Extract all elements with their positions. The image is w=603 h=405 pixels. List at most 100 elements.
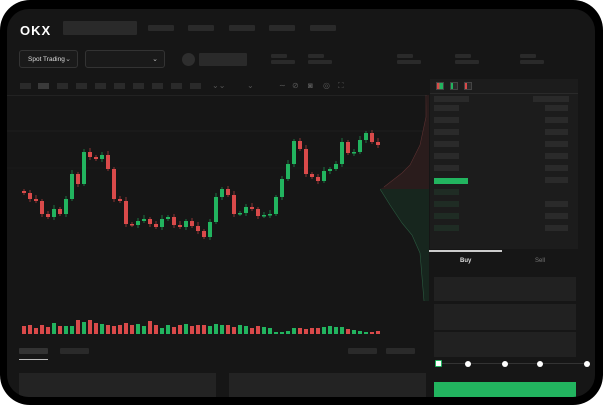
volume-bar bbox=[88, 320, 92, 334]
candle bbox=[100, 155, 104, 159]
buy-button[interactable] bbox=[434, 382, 576, 397]
ask-amount bbox=[545, 105, 568, 111]
nav-item[interactable] bbox=[148, 25, 174, 31]
candle bbox=[274, 197, 278, 214]
volume-bar bbox=[298, 328, 302, 334]
nav-item[interactable] bbox=[229, 25, 255, 31]
timeframe-button[interactable] bbox=[133, 83, 144, 89]
timeframe-button[interactable] bbox=[76, 83, 87, 89]
candle bbox=[340, 142, 344, 164]
orderbook-both-icon[interactable] bbox=[436, 82, 444, 90]
volume-bar bbox=[280, 332, 284, 334]
tab-open-orders[interactable] bbox=[19, 348, 48, 354]
candle bbox=[220, 189, 224, 197]
volume-bar bbox=[208, 326, 212, 334]
fullscreen-icon[interactable]: ⛶ bbox=[338, 81, 344, 90]
volume-bar bbox=[316, 328, 320, 334]
candle bbox=[346, 142, 350, 153]
price-placeholder bbox=[199, 53, 247, 66]
stat-value bbox=[397, 60, 421, 64]
candle bbox=[238, 213, 242, 215]
settings-icon[interactable]: ◎ bbox=[323, 81, 330, 90]
indicator-icon[interactable]: ⌄ bbox=[247, 81, 254, 90]
stat-label bbox=[520, 54, 536, 58]
volume-bar bbox=[292, 328, 296, 334]
ask-price bbox=[434, 117, 459, 123]
bid-amount bbox=[545, 213, 568, 219]
slider-mark-50[interactable] bbox=[502, 361, 508, 367]
candle bbox=[310, 174, 314, 177]
slider-track[interactable] bbox=[438, 363, 588, 364]
volume-bar bbox=[100, 324, 104, 334]
chevron-down-icon: ⌄ bbox=[65, 56, 71, 63]
volume-bar bbox=[358, 331, 362, 334]
draw-icon[interactable]: ⊘ bbox=[292, 81, 299, 90]
candle-type-icon[interactable]: ⌄⌄ bbox=[212, 81, 226, 90]
candle bbox=[94, 157, 98, 159]
app-screen: OKX Spot Trading ⌄ ⌄ ⌄⌄ ⌄ ∼ ⊘ ◙ ◎ ⛶ bbox=[7, 9, 595, 397]
price-input[interactable] bbox=[434, 277, 576, 301]
slider-mark-100[interactable] bbox=[584, 361, 590, 367]
candle bbox=[154, 224, 158, 227]
line-icon[interactable]: ∼ bbox=[279, 81, 286, 90]
orderbook-asks-icon[interactable] bbox=[464, 82, 472, 90]
slider-mark-25[interactable] bbox=[465, 361, 471, 367]
order-book bbox=[430, 79, 578, 249]
slider-mark-75[interactable] bbox=[537, 361, 543, 367]
market-type-dropdown[interactable]: Spot Trading ⌄ bbox=[19, 50, 78, 68]
amount-input[interactable] bbox=[434, 304, 576, 330]
volume-bar bbox=[130, 325, 134, 334]
bid-price bbox=[434, 213, 459, 219]
candle bbox=[178, 225, 182, 227]
buy-tab[interactable]: Buy bbox=[460, 258, 472, 264]
volume-bar bbox=[70, 326, 74, 334]
volume-bar bbox=[238, 325, 242, 334]
nav-item[interactable] bbox=[310, 25, 336, 31]
timeframe-button[interactable] bbox=[20, 83, 31, 89]
candle bbox=[136, 221, 140, 225]
candle bbox=[124, 201, 128, 224]
volume-bar bbox=[250, 328, 254, 334]
candle bbox=[40, 201, 44, 214]
candle bbox=[166, 217, 170, 219]
divider bbox=[7, 95, 428, 96]
sell-tab[interactable]: Sell bbox=[535, 258, 546, 264]
volume-bar bbox=[28, 325, 32, 334]
candle bbox=[112, 169, 116, 199]
volume-bar bbox=[40, 325, 44, 334]
candle bbox=[88, 152, 92, 157]
ask-price bbox=[434, 129, 459, 135]
candle bbox=[58, 209, 62, 214]
orderbook-header bbox=[434, 96, 469, 102]
candlestick-chart[interactable] bbox=[7, 95, 428, 335]
nav-item[interactable] bbox=[269, 25, 295, 31]
candle bbox=[376, 142, 380, 145]
slider-handle[interactable] bbox=[435, 360, 442, 367]
timeframe-button[interactable] bbox=[57, 83, 68, 89]
volume-bar bbox=[304, 329, 308, 334]
tab-order-history[interactable] bbox=[60, 348, 89, 354]
timeframe-button[interactable] bbox=[38, 83, 49, 89]
header-search-placeholder[interactable] bbox=[63, 21, 137, 35]
volume-bar bbox=[136, 324, 140, 334]
camera-icon[interactable]: ◙ bbox=[308, 81, 313, 90]
ask-price bbox=[434, 141, 459, 147]
volume-bar bbox=[322, 327, 326, 334]
stat-label bbox=[308, 54, 324, 58]
candle bbox=[370, 133, 374, 142]
pair-dropdown[interactable]: ⌄ bbox=[85, 50, 165, 68]
nav-item[interactable] bbox=[188, 25, 214, 31]
filter-button[interactable] bbox=[348, 348, 377, 354]
timeframe-button[interactable] bbox=[171, 83, 182, 89]
orderbook-bids-icon[interactable] bbox=[450, 82, 458, 90]
volume-bar bbox=[214, 324, 218, 334]
filter-button[interactable] bbox=[386, 348, 415, 354]
timeframe-button[interactable] bbox=[152, 83, 163, 89]
candle bbox=[328, 169, 332, 171]
timeframe-button[interactable] bbox=[190, 83, 201, 89]
timeframe-button[interactable] bbox=[95, 83, 106, 89]
total-input[interactable] bbox=[434, 332, 576, 357]
stat-label bbox=[271, 54, 287, 58]
timeframe-button[interactable] bbox=[114, 83, 125, 89]
